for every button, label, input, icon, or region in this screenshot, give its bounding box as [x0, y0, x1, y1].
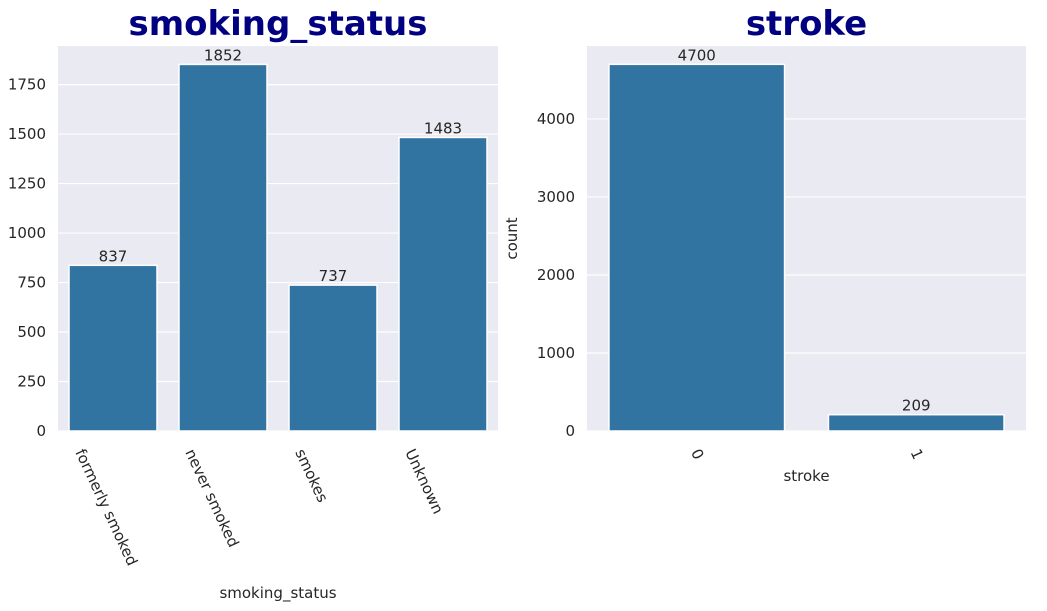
smoking-status-y-tick-label: 1500 — [8, 125, 46, 143]
stroke-chart: 0 1000 2000 3000 4000 4700 0 209 1 stroke stroke co… — [503, 4, 1026, 485]
smoking-status-y-tick-label: 250 — [17, 373, 46, 391]
stroke-y-tick-label: 2000 — [537, 266, 575, 284]
smoking-status-bar — [178, 63, 268, 432]
smoking-status-title: smoking_status — [129, 4, 428, 44]
smoking-status-bar — [398, 136, 488, 432]
stroke-y-tick-label: 4000 — [537, 110, 575, 128]
stroke-y-axis-label: count — [503, 217, 521, 259]
smoking-status-y-tick-label: 0 — [36, 422, 46, 440]
stroke-y-tick-label: 0 — [565, 422, 575, 440]
smoking-status-x-tick-label: never smoked — [181, 446, 242, 550]
smoking-status-y-tick-label: 1250 — [8, 175, 46, 193]
smoking-status-data-label: 737 — [319, 267, 348, 285]
stroke-data-label: 209 — [902, 397, 931, 415]
smoking-status-y-tick-label: 500 — [17, 323, 46, 341]
stroke-y-tick-label: 1000 — [537, 344, 575, 362]
smoking-status-bar — [288, 284, 378, 432]
smoking-status-x-tick-label: formerly smoked — [71, 446, 141, 568]
stroke-data-label: 4700 — [678, 46, 716, 64]
smoking-status-data-label: 1852 — [204, 46, 242, 64]
stroke-x-tick-label: 0 — [687, 446, 707, 462]
smoking-status-y-tick-label: 1750 — [8, 76, 46, 94]
stroke-bar — [827, 413, 1005, 432]
stroke-bar — [608, 63, 786, 432]
stroke-title: stroke — [746, 4, 867, 44]
stroke-x-tick-label: 1 — [907, 446, 927, 462]
smoking-status-chart: 0 250 500 750 1000 1250 1500 1750 837 formerly sm… — [8, 4, 498, 603]
smoking-status-y-tick-label: 750 — [17, 274, 46, 292]
smoking-status-data-label: 837 — [99, 247, 128, 265]
smoking-status-x-tick-label: Unknown — [401, 446, 447, 517]
smoking-status-x-tick-label: smokes — [291, 446, 331, 505]
smoking-status-bar — [68, 264, 158, 432]
smoking-status-data-label: 1483 — [424, 119, 462, 137]
stroke-y-tick-label: 3000 — [537, 188, 575, 206]
smoking-status-y-tick-label: 1000 — [8, 224, 46, 242]
stroke-x-axis-label: stroke — [783, 467, 829, 485]
smoking-status-x-axis-label: smoking_status — [219, 584, 336, 603]
